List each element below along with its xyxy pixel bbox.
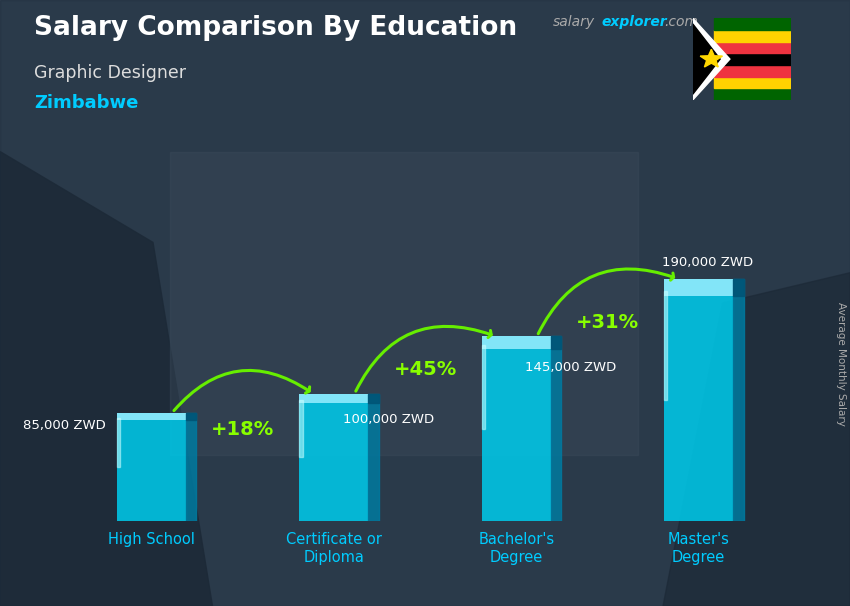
- Bar: [482, 336, 551, 521]
- Bar: [186, 413, 196, 521]
- Polygon shape: [0, 152, 212, 606]
- Polygon shape: [700, 49, 722, 67]
- Polygon shape: [693, 18, 730, 100]
- Text: +18%: +18%: [211, 420, 275, 439]
- Bar: [714, 42, 791, 53]
- Text: Graphic Designer: Graphic Designer: [34, 64, 186, 82]
- FancyArrowPatch shape: [174, 370, 309, 411]
- Text: 145,000 ZWD: 145,000 ZWD: [525, 361, 616, 374]
- Bar: [368, 393, 379, 402]
- Bar: [714, 88, 791, 100]
- Text: 190,000 ZWD: 190,000 ZWD: [662, 256, 753, 269]
- Bar: [116, 413, 186, 521]
- Bar: [714, 18, 791, 30]
- Bar: [116, 413, 186, 421]
- Bar: [734, 279, 744, 296]
- Bar: [714, 30, 791, 42]
- Bar: [714, 76, 791, 88]
- Text: Zimbabwe: Zimbabwe: [34, 94, 139, 112]
- Text: 85,000 ZWD: 85,000 ZWD: [23, 419, 105, 432]
- Text: Salary Comparison By Education: Salary Comparison By Education: [34, 15, 517, 41]
- Bar: [714, 53, 791, 65]
- FancyArrowPatch shape: [356, 327, 491, 391]
- Bar: [299, 393, 368, 402]
- Bar: [299, 393, 368, 521]
- Polygon shape: [693, 24, 720, 95]
- Text: salary: salary: [552, 15, 595, 29]
- Text: 100,000 ZWD: 100,000 ZWD: [343, 413, 434, 425]
- Bar: [299, 400, 303, 458]
- Bar: [186, 413, 196, 421]
- Bar: [368, 393, 379, 521]
- Bar: [714, 65, 791, 76]
- Bar: [551, 336, 561, 521]
- FancyArrowPatch shape: [538, 269, 673, 334]
- Bar: [551, 336, 561, 349]
- Bar: [664, 279, 734, 296]
- Bar: [482, 345, 485, 428]
- Text: +31%: +31%: [576, 313, 639, 332]
- Bar: [482, 336, 551, 349]
- Polygon shape: [663, 273, 850, 606]
- Text: .com: .com: [664, 15, 698, 29]
- Bar: [170, 152, 638, 454]
- Bar: [664, 279, 734, 521]
- Bar: [664, 291, 667, 400]
- Bar: [734, 279, 744, 521]
- Text: +45%: +45%: [394, 360, 456, 379]
- Text: explorer: explorer: [602, 15, 667, 29]
- Text: Average Monthly Salary: Average Monthly Salary: [836, 302, 846, 425]
- Bar: [116, 418, 120, 467]
